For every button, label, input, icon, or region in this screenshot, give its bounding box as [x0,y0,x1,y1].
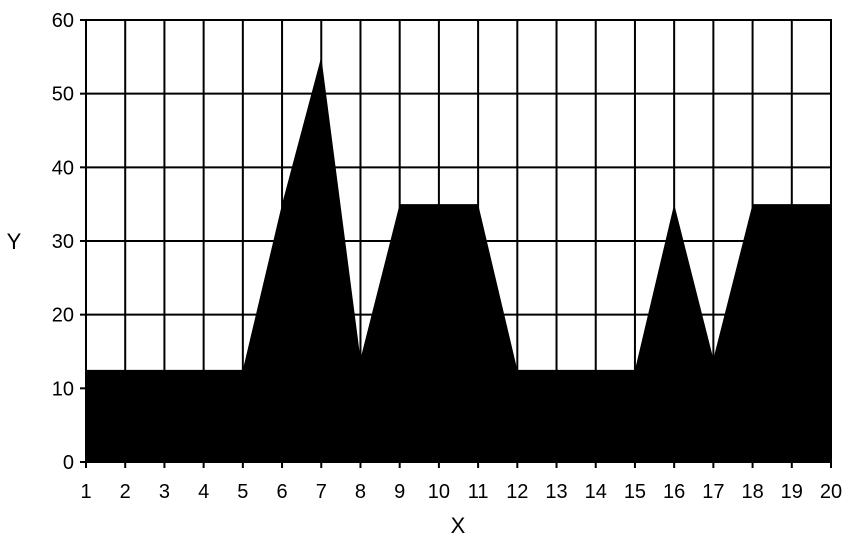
x-tick-label-13: 13 [545,481,567,503]
x-axis-title: X [451,513,466,538]
x-tick-label-9: 9 [394,481,405,503]
x-tick-label-3: 3 [159,481,170,503]
y-tick-label-20: 20 [52,305,74,327]
x-tick-label-10: 10 [428,481,450,503]
x-tick-label-15: 15 [624,481,646,503]
y-axis-ticks: 0 10 20 30 40 50 60 [52,10,86,474]
series-layer [85,56,832,462]
x-tick-label-20: 20 [820,481,842,503]
y-tick-label-30: 30 [52,231,74,253]
x-tick-label-16: 16 [663,481,685,503]
y-axis-title: Y [7,229,22,254]
x-tick-label-17: 17 [702,481,724,503]
x-tick-label-4: 4 [198,481,209,503]
x-tick-label-1: 1 [80,481,91,503]
x-tick-label-8: 8 [355,481,366,503]
y-tick-label-50: 50 [52,84,74,106]
x-axis-ticks: 1 2 3 4 5 6 7 8 9 10 11 12 13 14 15 16 17 18 19 20 [80,462,842,503]
y-tick-label-0: 0 [63,452,74,474]
x-tick-label-5: 5 [237,481,248,503]
x-tick-label-2: 2 [120,481,131,503]
y-tick-label-60: 60 [52,10,74,32]
x-tick-label-7: 7 [316,481,327,503]
x-tick-label-14: 14 [585,481,607,503]
x-tick-label-6: 6 [276,481,287,503]
x-tick-label-12: 12 [506,481,528,503]
y-tick-label-10: 10 [52,378,74,400]
x-tick-label-11: 11 [468,481,489,503]
y-tick-label-40: 40 [52,157,74,179]
x-tick-label-18: 18 [741,481,763,503]
series-area-1 [86,56,831,462]
x-tick-label-19: 19 [781,481,803,503]
